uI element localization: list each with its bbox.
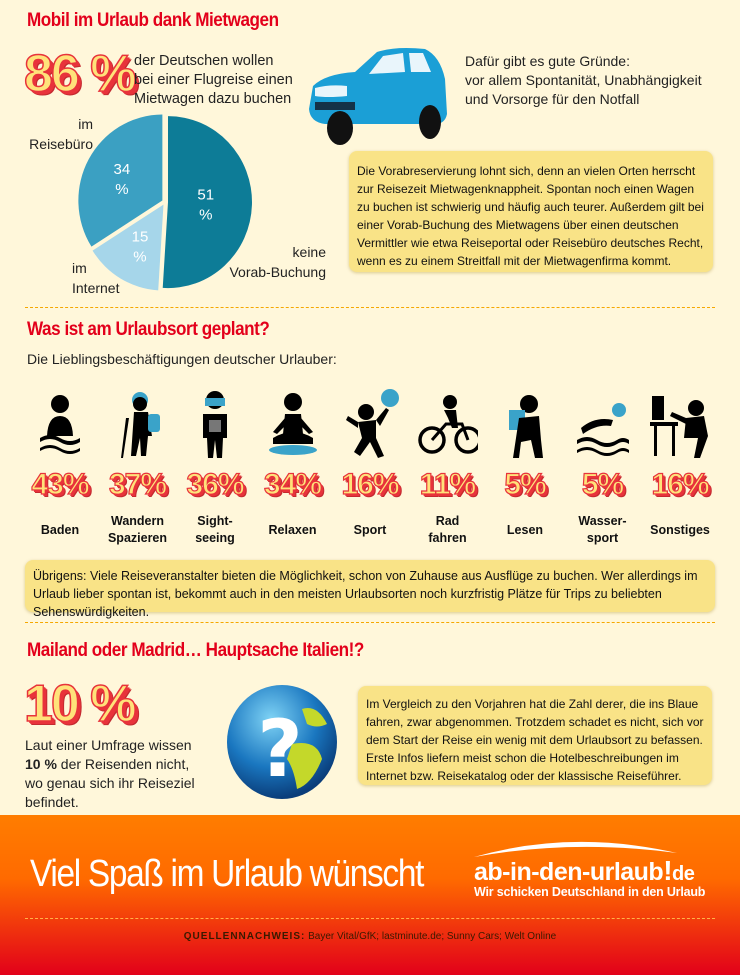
globe-question-mark: ? — [257, 705, 302, 795]
section-title-destination: Mailand oder Madrid… Hauptsache Italien!… — [27, 640, 364, 661]
label-line: Spazieren — [107, 531, 168, 545]
pie-data-label: % — [133, 248, 146, 265]
pie-data-label: 34 — [114, 161, 131, 178]
reading-icon — [495, 388, 555, 460]
pie-slice — [78, 114, 163, 247]
label-line: Relaxen — [268, 523, 317, 537]
activity-label: Wandern Spazieren — [95, 513, 181, 547]
activity-label: Sight-seeing — [172, 513, 258, 547]
footer-slogan: Viel Spaß im Urlaub wünscht — [30, 853, 424, 895]
label-line: Internet — [72, 280, 120, 296]
info-box-destination: Im Vergleich zu den Vorjahren hat die Za… — [358, 686, 712, 785]
label-line: im — [78, 116, 93, 132]
sources-line: QUELLENNACHWEIS: Bayer Vital/GfK; lastmi… — [0, 931, 740, 942]
pie-slice — [92, 204, 164, 291]
label-line: sport — [586, 531, 619, 545]
text-line: bei einer Flugreise einen — [134, 72, 293, 88]
booking-pie-chart: 51% 15% 34% — [78, 114, 252, 291]
activity-percentage: 11% — [419, 467, 477, 501]
stat-description: der Deutschen wollen bei einer Flugreise… — [134, 52, 293, 109]
activity-percentage: 36% — [186, 467, 245, 501]
logo-tld: de — [672, 863, 695, 885]
divider — [25, 307, 715, 308]
label-line: Wandern — [110, 514, 164, 528]
activity-label: Relaxen — [250, 522, 336, 539]
brand-tagline: Wir schicken Deutschland in den Urlaub — [474, 885, 706, 899]
label-line: Reisebüro — [29, 136, 93, 152]
activity-percentage: 5% — [504, 467, 548, 501]
activity-percentage: 5% — [581, 467, 625, 501]
pie-data-label: % — [199, 206, 212, 223]
activity-percentage: 16% — [341, 467, 400, 501]
label-line: Wasser- — [578, 514, 627, 528]
label-line: seeing — [195, 531, 235, 545]
brand-logo[interactable]: ab-in-den-urlaub!de — [474, 855, 695, 886]
sources-label: QUELLENNACHWEIS: — [183, 931, 306, 942]
section-title-rental: Mobil im Urlaub dank Mietwagen — [27, 10, 279, 31]
swimming-icon — [30, 388, 90, 460]
logo-swoosh-icon — [474, 841, 677, 857]
footer-divider — [25, 918, 715, 919]
ball-sport-icon — [340, 388, 400, 460]
computer-user-icon — [650, 388, 710, 460]
label-line: fahren — [428, 531, 467, 545]
footer: Viel Spaß im Urlaub wünscht ab-in-den-ur… — [0, 815, 740, 975]
pie-label-keine: keine Vorab-Buchung — [224, 242, 326, 282]
label-line: Vorab-Buchung — [229, 264, 326, 280]
info-box-excursions: Übrigens: Viele Reiseveranstalter bieten… — [25, 560, 715, 619]
label-line: keine — [292, 244, 326, 260]
globe-question-icon: ? — [227, 685, 337, 799]
text-part: Laut einer Umfrage wissen — [25, 737, 192, 753]
divider — [25, 622, 715, 623]
activity-percentage: 34% — [263, 467, 322, 501]
activity-percentage: 37% — [108, 467, 167, 501]
activity-label: Sonstiges — [637, 522, 723, 539]
section-title-activities: Was ist am Urlaubsort geplant? — [27, 319, 270, 340]
pie-data-label: 15 — [132, 228, 149, 245]
label-line: Sight- — [197, 514, 233, 528]
pie-label-internet: im Internet — [72, 258, 119, 298]
destination-text: Laut einer Umfrage wissen 10 % der Reise… — [25, 736, 205, 812]
label-line: Sport — [353, 523, 387, 537]
activities-subtitle: Die Lieblingsbeschäftigungen deutscher U… — [27, 351, 337, 367]
pie-label-reisebuero: im Reisebüro — [28, 114, 93, 154]
text-line: vor allem Spontanität, Unabhängigkeit — [465, 72, 702, 88]
activity-label: Lesen — [482, 522, 568, 539]
logo-main: ab-in-den-urlaub — [474, 858, 664, 886]
pie-slice — [162, 116, 252, 289]
text-line: Dafür gibt es gute Gründe: — [465, 53, 630, 69]
activity-percentage: 43% — [31, 467, 90, 501]
label-line: Sonstiges — [650, 523, 710, 537]
water-sport-icon — [573, 388, 633, 460]
car-icon — [309, 48, 447, 145]
label-line: Lesen — [506, 523, 544, 537]
hiking-icon — [108, 388, 168, 460]
big-stat-10: 10 % — [23, 675, 137, 733]
label-line: Baden — [40, 523, 80, 537]
activity-label: Baden — [17, 522, 103, 539]
camera-tourist-icon — [185, 388, 245, 460]
big-stat-86: 86 % — [23, 45, 137, 103]
text-line: Mietwagen dazu buchen — [134, 91, 292, 107]
activity-label: Sport — [327, 522, 413, 539]
pie-data-label: 51 — [197, 186, 214, 203]
text-line: der Deutschen wollen — [134, 53, 274, 69]
text-bold: 10 % — [25, 756, 57, 772]
label-line: im — [72, 260, 87, 276]
activity-label: Wasser-sport — [560, 513, 646, 547]
activity-percentage: 16% — [651, 467, 710, 501]
pie-data-label: % — [115, 181, 128, 198]
info-box-reservation: Die Vorabreservierung lohnt sich, denn a… — [349, 151, 713, 272]
activity-label: Rad fahren — [405, 513, 491, 547]
bicycle-icon — [417, 388, 482, 460]
text-line: und Vorsorge für den Notfall — [465, 91, 640, 107]
meditation-icon — [263, 388, 323, 460]
reasons-text: Dafür gibt es gute Gründe: vor allem Spo… — [465, 52, 702, 109]
sources-list: Bayer Vital/GfK; lastminute.de; Sunny Ca… — [305, 931, 557, 942]
text-part: der Reisenden nicht, wo genau sich ihr R… — [25, 756, 195, 810]
label-line: Rad — [435, 514, 460, 528]
